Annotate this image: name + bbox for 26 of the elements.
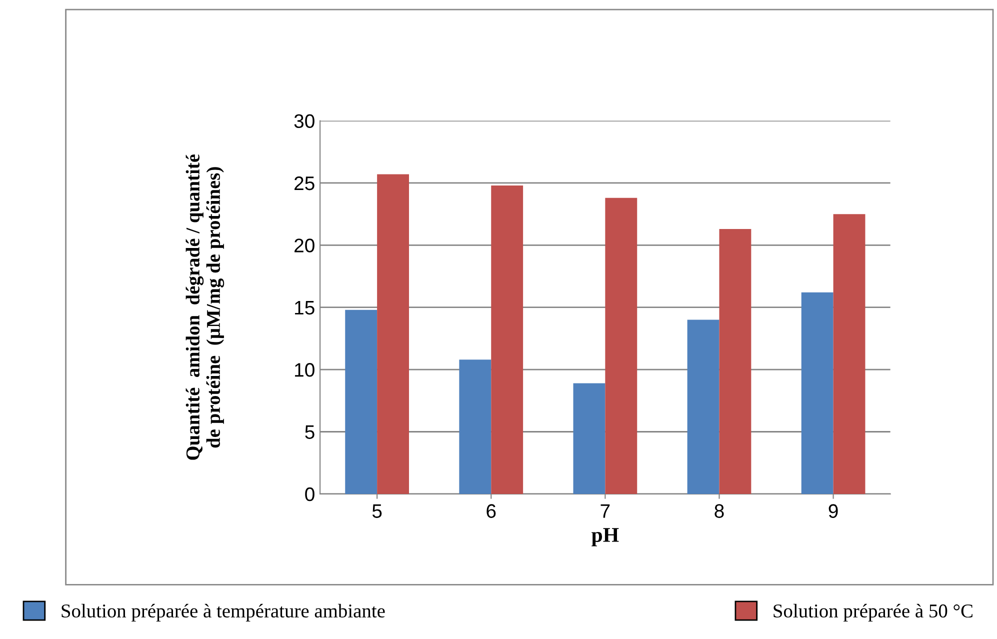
x-axis-title: pH [592,528,619,546]
bar [801,292,834,494]
legend-label: Solution préparée à 50 °C [774,604,972,622]
y-tick-label: 5 [305,425,314,439]
y-tick-label: 25 [294,176,314,190]
y-tick-label: 20 [294,238,314,252]
bar [573,383,606,494]
bar [605,198,638,494]
bar [687,320,720,494]
legend-label: Solution préparée à température ambiante [62,604,385,622]
bar [345,310,378,494]
y-axis-title: Quantité amidon dégradé / quantité de protéine (µM/mg de protéines) [186,154,224,460]
bar [459,360,492,494]
bar [719,228,752,494]
x-tick-label: 6 [486,504,496,518]
y-tick-label: 30 [294,114,314,128]
x-tick-label: 9 [828,504,838,518]
y-tick-label: 15 [295,301,314,315]
bar [377,174,409,494]
x-tick-label: 7 [600,504,610,518]
y-tick-label: 0 [305,487,314,502]
bar [491,185,524,494]
x-tick-label: 8 [714,504,724,518]
bar [833,214,866,494]
y-tick-label: 10 [295,363,314,377]
x-tick-label: 5 [372,504,382,518]
